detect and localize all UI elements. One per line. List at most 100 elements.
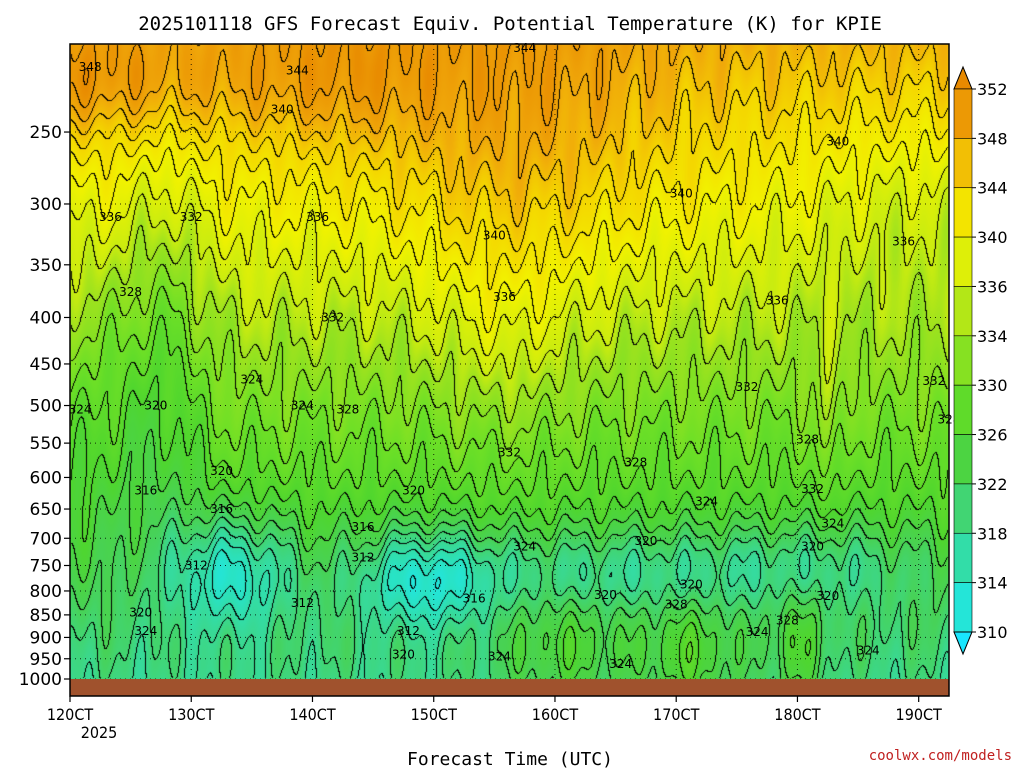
colorbar-label: 336 xyxy=(977,277,1008,296)
y-tick-label: 250 xyxy=(30,123,62,143)
contour-label: 320 xyxy=(210,464,233,478)
contour-label: 340 xyxy=(670,186,693,200)
contour-label: 328 xyxy=(665,598,688,612)
contour-label: 344 xyxy=(513,41,536,55)
plot-frame xyxy=(69,43,950,697)
x-tick-label: 190CT xyxy=(896,705,943,724)
y-tick-label: 1000 xyxy=(19,670,62,690)
contour-label: 316 xyxy=(352,520,375,534)
colorbar-max-arrow xyxy=(953,65,973,90)
contour-label: 320 xyxy=(634,534,657,548)
contour-label: 312 xyxy=(185,558,208,572)
y-tick-label: 800 xyxy=(30,582,62,602)
contour-label: 320 xyxy=(594,588,617,602)
contour-label: 324 xyxy=(609,657,632,671)
colorbar-label: 326 xyxy=(977,426,1008,445)
contour-label: 312 xyxy=(397,624,420,638)
x-tick-label: 130CT xyxy=(168,705,215,724)
plot-area: 348 344 344 340 340 340 340 336 332 336 336 328 336 3… xyxy=(69,41,961,697)
contour-label: 336 xyxy=(493,290,516,304)
contour-label: 324 xyxy=(291,399,314,413)
contour-label: 348 xyxy=(79,60,102,74)
colorbar-label: 330 xyxy=(977,376,1008,395)
contour-label: 324 xyxy=(240,372,263,386)
colorbar-segment xyxy=(953,286,973,337)
contour-label: 324 xyxy=(488,650,511,664)
y-tick-label: 350 xyxy=(30,256,62,276)
contour-label: 324 xyxy=(857,643,880,657)
contour-label: 320 xyxy=(392,648,415,662)
contour-label: 336 xyxy=(766,293,789,307)
contour-label: 324 xyxy=(69,402,92,416)
colorbar-segment xyxy=(953,88,973,139)
ground-below-surface xyxy=(70,679,949,696)
contour-label: 328 xyxy=(776,613,799,627)
contour-label: 336 xyxy=(99,210,122,224)
contour-label: 312 xyxy=(352,551,375,565)
y-tick-label: 850 xyxy=(30,606,62,626)
contour-label: 324 xyxy=(134,624,157,638)
contour-label: 320 xyxy=(801,540,824,554)
contour-label: 332 xyxy=(735,380,758,394)
contour-label: 312 xyxy=(291,596,314,610)
colorbar-segment xyxy=(953,582,973,633)
colorbar-label: 322 xyxy=(977,475,1008,494)
colorbar-label: 334 xyxy=(977,327,1008,346)
contour-label: 320 xyxy=(816,589,839,603)
colorbar-segment xyxy=(953,138,973,189)
contour-label: 332 xyxy=(498,445,521,459)
y-tick-label: 900 xyxy=(30,628,62,648)
contour-label: 340 xyxy=(483,229,506,243)
contour-label: 336 xyxy=(892,235,915,249)
contour-label: 320 xyxy=(680,577,703,591)
colorbar-label: 344 xyxy=(977,179,1008,198)
contour-label: 328 xyxy=(336,402,359,416)
contour-label: 324 xyxy=(746,625,769,639)
x-axis: 120CT 130CT 140CT 150CT 160CT 170CT 180CT 190CT xyxy=(47,696,942,724)
y-tick-label: 750 xyxy=(30,556,62,576)
contour-label: 332 xyxy=(922,374,945,388)
contour-label: 324 xyxy=(695,495,718,509)
y-tick-label: 500 xyxy=(30,397,62,417)
x-tick-label: 160CT xyxy=(532,705,579,724)
colorbar-label: 340 xyxy=(977,228,1008,247)
contour-label: 324 xyxy=(821,516,844,530)
y-tick-label: 400 xyxy=(30,308,62,328)
contour-label: 320 xyxy=(144,399,167,413)
colorbar-segment xyxy=(953,532,973,583)
colorbar-segment xyxy=(953,434,973,485)
chart-title: 2025101118 GFS Forecast Equiv. Potential… xyxy=(138,13,882,35)
colorbar-label: 318 xyxy=(977,524,1008,543)
x-tick-label: 140CT xyxy=(289,705,336,724)
y-tick-label: 450 xyxy=(30,355,62,375)
x-year-label: 2025 xyxy=(81,723,118,742)
colorbar: 310 314 318 322 326 330 334 336 340 344 348 352 xyxy=(953,65,1008,656)
contour-label: 332 xyxy=(180,210,203,224)
colorbar-segment xyxy=(953,384,973,435)
x-tick-label: 150CT xyxy=(411,705,458,724)
contour-label: 336 xyxy=(306,210,329,224)
contour-label: 328 xyxy=(119,285,142,299)
contour-label: 320 xyxy=(129,606,152,620)
y-tick-label: 550 xyxy=(30,434,62,454)
site-credit: coolwx.com/models xyxy=(869,748,1012,764)
contour-label: 316 xyxy=(463,591,486,605)
contour-label: 328 xyxy=(624,456,647,470)
contour-label: 332 xyxy=(321,310,344,324)
y-axis: 2503003504004505005506006507007508008509… xyxy=(19,123,70,690)
y-tick-label: 300 xyxy=(30,195,62,215)
contour-label: 340 xyxy=(826,134,849,148)
y-tick-label: 600 xyxy=(30,468,62,488)
contour-label: 340 xyxy=(271,102,294,116)
colorbar-label: 314 xyxy=(977,574,1008,593)
contour-labels: 348 344 344 340 340 340 340 336 332 336 336 328 336 3… xyxy=(69,41,961,671)
heatmap-field xyxy=(70,44,949,696)
colorbar-segment xyxy=(953,335,973,386)
colorbar-label: 310 xyxy=(977,623,1008,642)
contour-label: 332 xyxy=(801,482,824,496)
x-axis-title: Forecast Time (UTC) xyxy=(407,749,613,768)
colorbar-label: 348 xyxy=(977,129,1008,148)
contour-label: 324 xyxy=(513,540,536,554)
x-tick-label: 170CT xyxy=(653,705,700,724)
